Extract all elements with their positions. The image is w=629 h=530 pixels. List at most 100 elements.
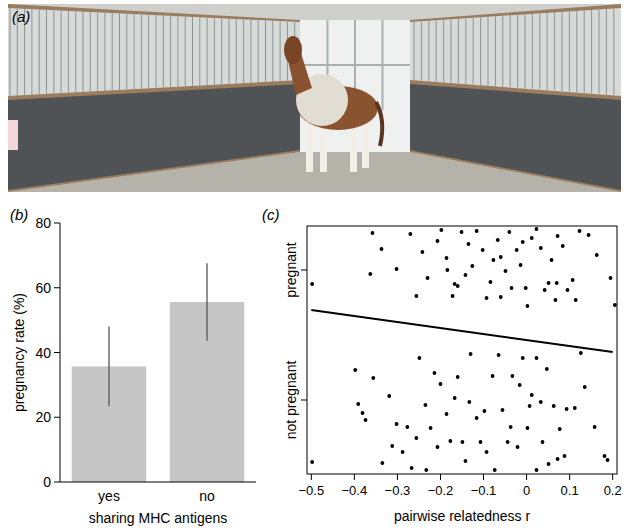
point [539, 246, 543, 250]
point [493, 468, 497, 472]
point [445, 256, 449, 260]
point [445, 268, 449, 272]
panel-label: (c) [262, 206, 280, 223]
grille-bar [185, 17, 186, 87]
point [464, 459, 468, 463]
point [414, 436, 418, 440]
point [563, 454, 567, 458]
grille-bar [250, 20, 251, 83]
grille-bar [119, 13, 120, 90]
grille-bar [68, 11, 69, 93]
point [453, 396, 457, 400]
point [593, 425, 597, 429]
grille-bar [243, 20, 244, 84]
x-tick-label: −0.4 [342, 483, 368, 498]
point [380, 247, 384, 251]
x-tick-label: 0.1 [561, 483, 579, 498]
grille-bar [547, 13, 548, 90]
point [535, 356, 539, 360]
x-tick-label: −0.2 [428, 483, 454, 498]
horse-leg [362, 118, 369, 168]
point [485, 296, 489, 300]
grille-bar [10, 8, 11, 96]
point [467, 400, 471, 404]
point [524, 286, 528, 290]
point [361, 411, 365, 415]
bar-marks [72, 263, 244, 482]
point [420, 250, 424, 254]
point [510, 374, 514, 378]
grille-bar [134, 14, 135, 89]
grille-bar [488, 17, 489, 86]
panel-label: (b) [10, 206, 28, 223]
point [439, 228, 443, 232]
point [496, 238, 500, 242]
figure: (a)020406080yesnosharing MHC antigenspre… [0, 0, 629, 530]
y-tick [54, 352, 60, 353]
left-grille [8, 8, 300, 96]
point [445, 412, 449, 416]
left-doors [8, 84, 300, 190]
point [606, 458, 610, 462]
grille-bar [163, 16, 164, 88]
point [456, 284, 460, 288]
point [499, 255, 503, 259]
grille-bar [280, 21, 281, 81]
point [539, 400, 543, 404]
point [558, 427, 562, 431]
grille-bar [53, 10, 54, 93]
grille-bar [156, 15, 157, 88]
point [510, 286, 514, 290]
grille-bar [61, 11, 62, 94]
y-tick-label: pregnant [283, 242, 299, 297]
right-grille [410, 8, 621, 96]
horse-head [284, 36, 302, 64]
grille-bar [532, 14, 533, 89]
y-tick [301, 400, 307, 401]
point [461, 440, 465, 444]
point [499, 295, 503, 299]
point [554, 298, 558, 302]
grille-bar [112, 13, 113, 90]
grille-bar [443, 20, 444, 82]
point [395, 267, 399, 271]
x-tick [311, 474, 312, 480]
point [556, 457, 560, 461]
point [429, 426, 433, 430]
y-tick [54, 287, 60, 288]
point [566, 288, 570, 292]
point [504, 269, 508, 273]
point [571, 278, 575, 282]
x-tick [526, 474, 527, 480]
scatter-chart: −0.5−0.4−0.3−0.2−0.100.10.2not pregnantp… [262, 206, 622, 524]
sign [8, 120, 18, 150]
point [467, 242, 471, 246]
point [408, 232, 412, 236]
grille-bar [539, 14, 540, 90]
point [613, 303, 617, 307]
grille-bar [458, 19, 459, 83]
point [464, 273, 468, 277]
grille-bar [236, 19, 237, 83]
x-tick-label: no [199, 488, 215, 504]
grille-bar [428, 21, 429, 81]
window-bar [300, 64, 410, 66]
point [535, 227, 539, 231]
point [310, 282, 314, 286]
point [424, 403, 428, 407]
grille-bar [421, 22, 422, 81]
point [603, 454, 607, 458]
point [469, 352, 473, 356]
point [390, 444, 394, 448]
y-axis-label: pregnancy rate (%) [11, 293, 27, 412]
y-tick [54, 417, 60, 418]
point [482, 409, 486, 413]
point [561, 244, 565, 248]
point [583, 385, 587, 389]
plot-frame [307, 226, 617, 474]
right-doors [410, 84, 621, 190]
horse-tail [376, 102, 382, 146]
grille-bar [451, 20, 452, 83]
y-tick [54, 223, 60, 224]
grille-bar [480, 18, 481, 85]
